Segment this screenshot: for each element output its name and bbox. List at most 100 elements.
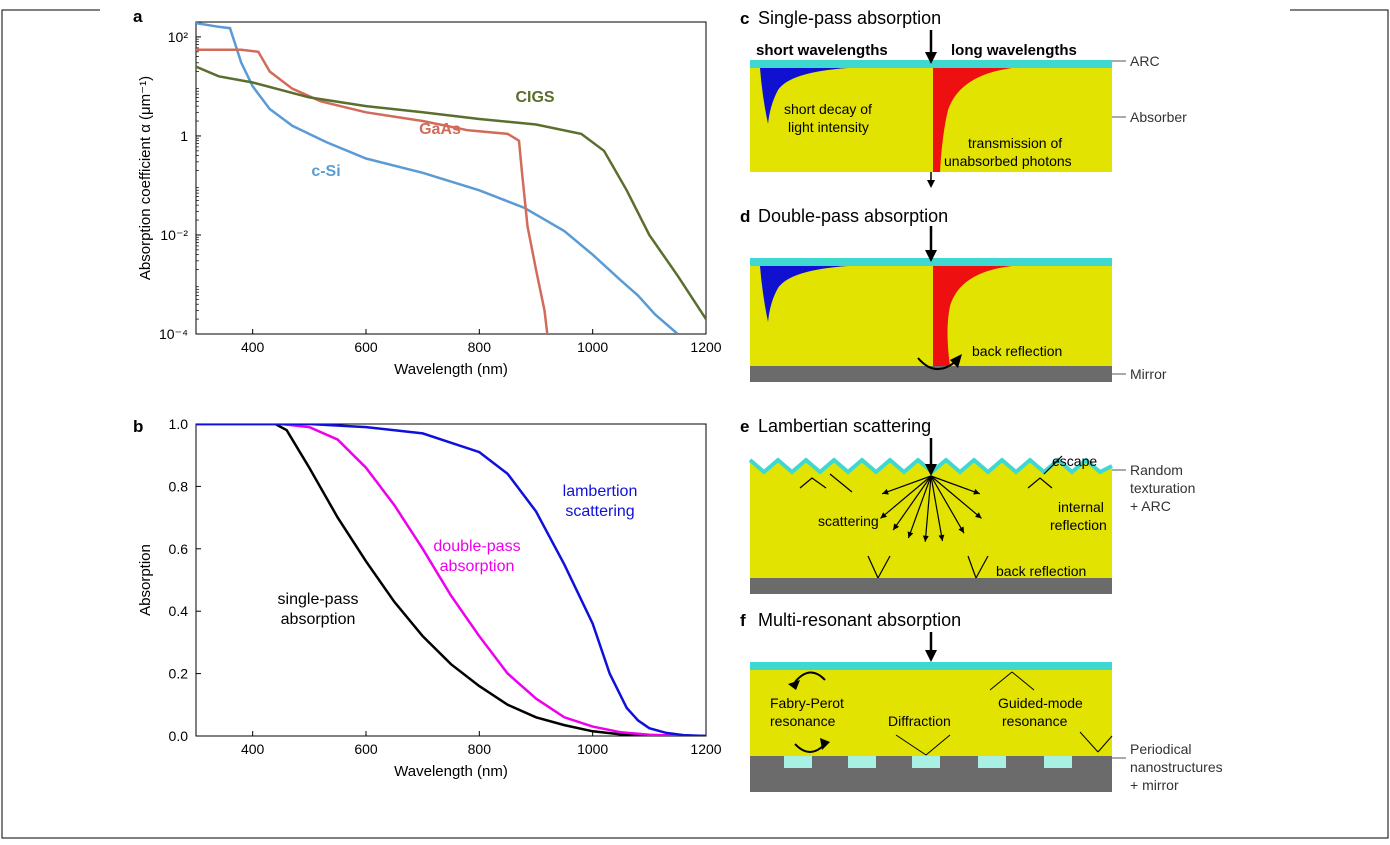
y-tick-label: 10⁻⁴ [159, 326, 188, 342]
fabry-arrowhead-bottom [820, 738, 830, 750]
scatter-ray [930, 475, 982, 519]
scatter-ray [892, 475, 932, 531]
reflection-ray [967, 555, 977, 579]
series-line-single-pass-absorption [196, 424, 706, 736]
scatter-arrowhead [938, 534, 945, 541]
nanostructure [848, 756, 876, 768]
random-label-3: + ARC [1130, 498, 1171, 514]
diffraction-ray [895, 734, 927, 756]
panel-f-letter: f [740, 611, 746, 630]
scatter-arrowhead [975, 512, 982, 519]
absorber-layer [750, 62, 1112, 172]
random-label-2: texturation [1130, 480, 1195, 496]
scatter-ray [924, 475, 932, 542]
mirror-layer [750, 366, 1112, 382]
panel-d-title: Double-pass absorption [758, 206, 948, 226]
guided-ray [1079, 731, 1099, 753]
reflection-ray [867, 555, 879, 579]
mirror-label: Mirror [1130, 366, 1167, 382]
x-tick-label: 600 [354, 339, 378, 355]
panel-e-letter: e [740, 417, 749, 436]
long-wave-transmission [933, 68, 1012, 172]
guided-text-2: resonance [1002, 713, 1068, 729]
back-reflection-arrow [917, 357, 956, 370]
reflection-ray [829, 473, 853, 493]
back-reflection-arrowhead [950, 354, 962, 368]
chart-b: 400 600 800 1000 1200 0.0 0.2 0.4 0.6 0.8 1.0 Wavel… [137, 416, 722, 780]
nanostructure [912, 756, 940, 768]
transmission-text-2: unabsorbed photons [944, 153, 1072, 169]
chart-a: 400 600 800 1000 1200 10² 1 10⁻² 10⁻⁴ Wavelength … [137, 21, 722, 378]
panel-c-title: Single-pass absorption [758, 8, 941, 28]
panel-e: e Lambertian scattering escape scatterin… [740, 416, 1195, 594]
scatter-ray [930, 475, 981, 495]
reflection-ray [1027, 477, 1053, 489]
incident-arrowhead [925, 650, 937, 662]
series-label: GaAs [419, 121, 461, 138]
scatter-arrowhead [880, 512, 887, 519]
series-label: absorption [281, 611, 356, 628]
series-label: c-Si [311, 163, 340, 180]
y-tick-label: 10² [168, 29, 189, 45]
nanostructure [978, 756, 1006, 768]
x-tick-label: 800 [468, 741, 492, 757]
scatter-arrows [799, 455, 1063, 579]
exit-arrowhead [927, 180, 935, 188]
periodical-label-3: + mirror [1130, 777, 1179, 793]
back-reflection-label: back reflection [972, 343, 1062, 359]
series-label: single-pass [278, 591, 359, 608]
scatter-arrowhead [907, 531, 914, 539]
escape-label: escape [1052, 453, 1097, 469]
series-line-c-si [196, 22, 679, 334]
mirror-layer [750, 578, 1112, 594]
back-reflection-label: back reflection [996, 563, 1086, 579]
scattering-label: scattering [818, 513, 879, 529]
scatter-arrowhead [958, 526, 964, 534]
arc-layer [750, 662, 1112, 670]
absorber-layer [750, 664, 1112, 756]
y-tick-label: 10⁻² [160, 227, 188, 243]
nanostructure [1044, 756, 1072, 768]
panel-e-title: Lambertian scattering [758, 416, 931, 436]
x-tick-label: 800 [468, 339, 492, 355]
series-label: absorption [440, 558, 515, 575]
y-tick-label: 0.4 [169, 603, 189, 619]
y-tick-label: 0.2 [169, 666, 189, 682]
panel-a-letter: a [133, 7, 143, 26]
scatter-arrowhead [893, 523, 900, 531]
short-wave-decay [760, 266, 848, 322]
series-label: CIGS [515, 89, 554, 106]
series-label: scattering [565, 503, 634, 520]
diffraction-label: Diffraction [888, 713, 951, 729]
incident-arrowhead [925, 52, 937, 64]
scatter-ray [880, 475, 932, 519]
guided-ray [1011, 671, 1035, 691]
panel-d: d Double-pass absorption back reflection… [740, 206, 1167, 382]
panel-f: f Multi-resonant absorption Fabry-Perot … [740, 610, 1223, 793]
guided-ray [1097, 735, 1113, 753]
reflection-ray [1043, 455, 1063, 475]
scatter-ray [881, 475, 932, 495]
nanostructure [784, 756, 812, 768]
x-tick-label: 400 [241, 339, 265, 355]
x-tick-label: 400 [241, 741, 265, 757]
scatter-ray [930, 475, 965, 534]
periodical-label-1: Periodical [1130, 741, 1191, 757]
internal-reflection-1: internal [1058, 499, 1104, 515]
series-line-gaas [196, 48, 549, 334]
internal-reflection-2: reflection [1050, 517, 1107, 533]
panel-b-letter: b [133, 417, 143, 436]
x-tick-label: 600 [354, 741, 378, 757]
panel-d-letter: d [740, 207, 750, 226]
transmission-text-1: transmission of [968, 135, 1062, 151]
guided-text-1: Guided-mode [998, 695, 1083, 711]
reflection-ray [877, 555, 891, 579]
x-tick-label: 1000 [577, 741, 608, 757]
scatter-arrowhead [973, 488, 980, 495]
random-label-1: Random [1130, 462, 1183, 478]
scatter-arrowhead [922, 535, 929, 542]
diffraction-ray [925, 734, 951, 756]
long-wavelengths-label: long wavelengths [951, 42, 1077, 59]
panel-c: c Single-pass absorption short wavelengt… [740, 8, 1187, 188]
